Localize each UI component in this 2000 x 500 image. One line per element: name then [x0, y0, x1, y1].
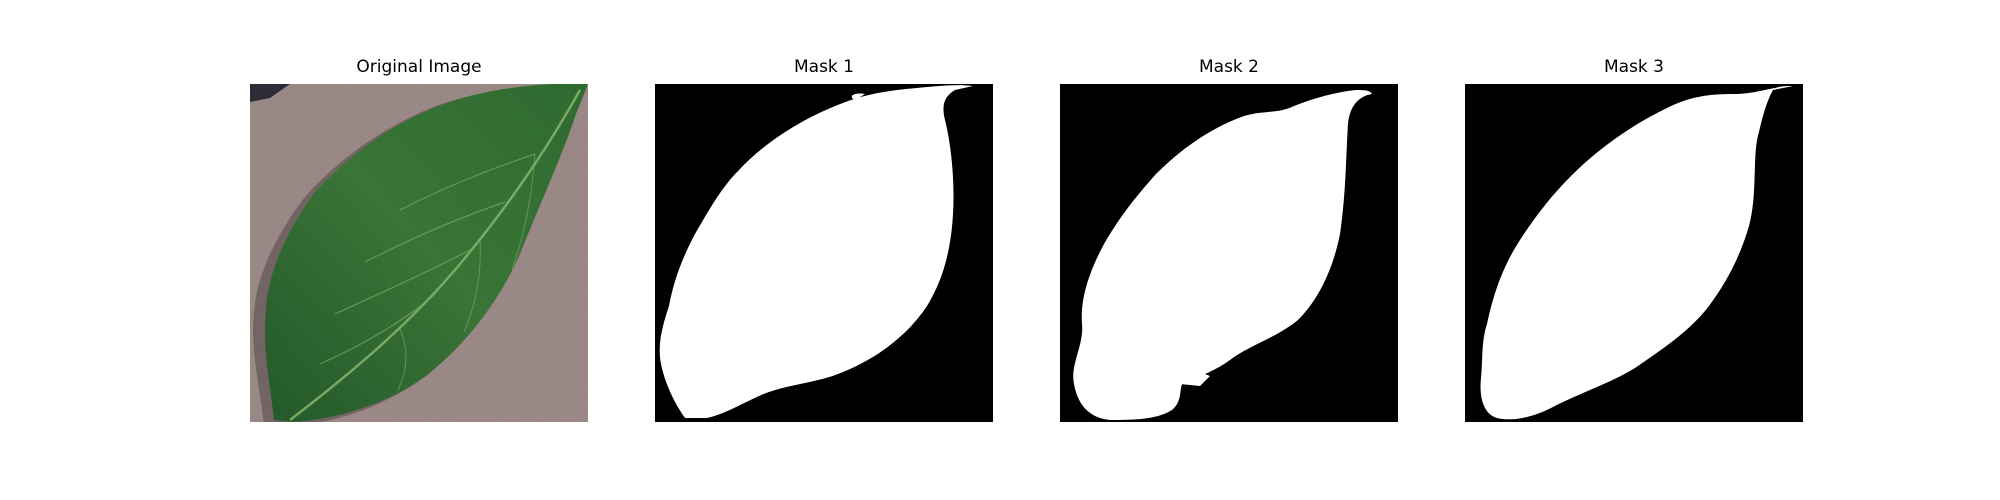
mask-2-image [1060, 84, 1398, 422]
panel-mask-1: Mask 1 [655, 56, 993, 422]
mask-1-image [655, 84, 993, 422]
panel-title: Mask 1 [793, 57, 854, 77]
original-leaf-image [250, 84, 588, 422]
panel-title: Mask 3 [1603, 57, 1664, 77]
panel-title: Original Image [356, 57, 482, 77]
mask-3-image [1465, 84, 1803, 422]
panel-original-image: Original Image [250, 56, 588, 422]
panel-mask-3: Mask 3 [1465, 56, 1803, 422]
panel-mask-2: Mask 2 [1060, 56, 1398, 422]
panel-title: Mask 2 [1198, 57, 1259, 77]
